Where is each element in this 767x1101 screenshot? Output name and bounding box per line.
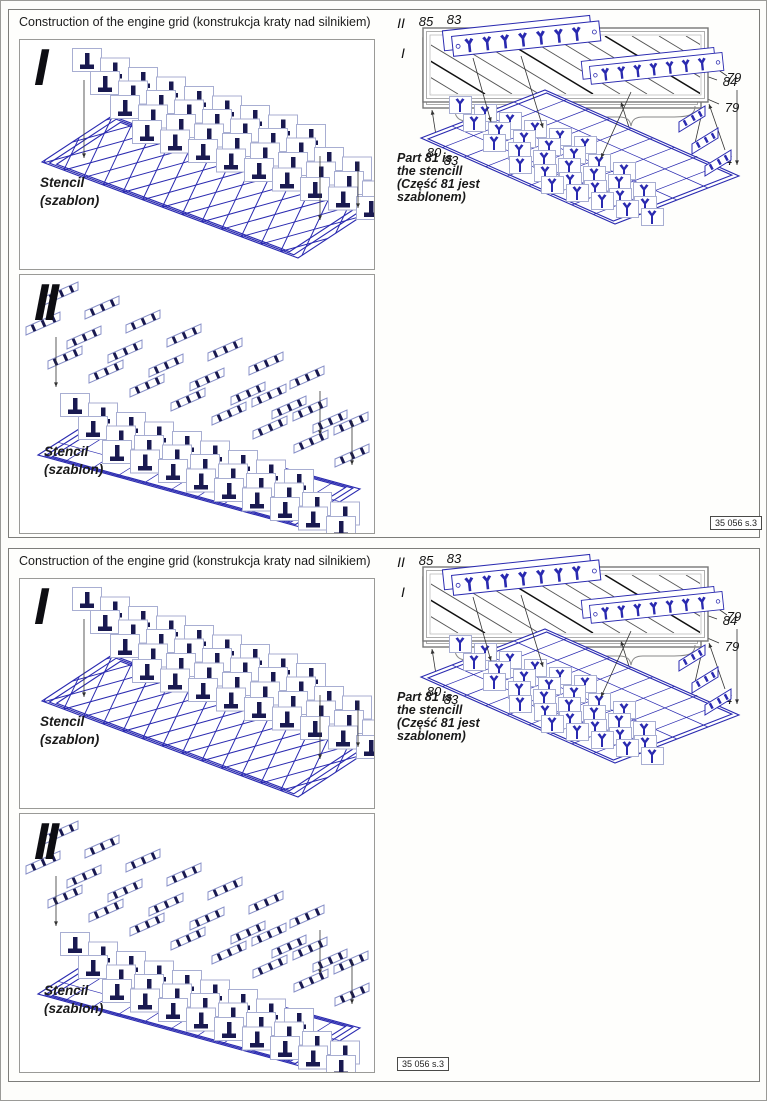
note-line: (Część 81 jest [397, 716, 481, 730]
right-column: I 85 83 84 79 80 86 80 II 83 85 80 86 80… [393, 10, 759, 537]
step-label: II [34, 274, 59, 332]
part-label-79: 79 [725, 100, 739, 115]
part-label-83: 83 [444, 692, 459, 707]
stencil-grid-drawing [40, 48, 374, 259]
figure-box-step2: II Stencil (szablon) [19, 274, 375, 534]
sheet-number-box: 35 056 s.3 [710, 516, 763, 530]
note-line: (Część 81 jest [397, 177, 481, 191]
sheet-number-box: 35 056 s.3 [397, 1057, 450, 1071]
figure-box-step1: I Stencil (szablon) [19, 578, 375, 809]
assembly-drawing: Part 81 is the stencill (Część 81 jest s… [397, 549, 741, 765]
part-label-85: 85 [419, 14, 434, 29]
part-label-80: 80 [427, 145, 442, 160]
stencil-caption: Stencil (szablon) [40, 175, 100, 209]
part-label-85: 85 [419, 553, 434, 568]
diagram-step-label: II [397, 15, 405, 31]
note-line: Part 81 is [397, 151, 453, 165]
diagram-step-label: II [397, 554, 405, 570]
figure-box-step1: I Stencil (szablon) [19, 39, 375, 270]
instruction-panel-2: Construction of the engine grid (konstru… [8, 548, 760, 1082]
step-label: I [34, 578, 49, 636]
stencil-grid-drawing [40, 587, 374, 798]
note-line: Part 81 is [397, 690, 453, 704]
right-column: I 85 83 84 79 80 86 80 II 83 85 80 86 80… [393, 549, 759, 1081]
stencil-strips-drawing [25, 281, 370, 533]
stencil-strips-drawing [25, 820, 370, 1072]
part-label-83: 83 [447, 551, 462, 566]
diagram-step-label: I [401, 45, 405, 61]
part-label-79: 79 [725, 639, 739, 654]
figure-box-step2: II Stencil (szablon) [19, 813, 375, 1073]
note-line: the stencill [397, 164, 463, 178]
stencil-caption: Stencil (szablon) [40, 714, 100, 748]
part-label-83: 83 [444, 153, 459, 168]
part-label-84: 84 [723, 74, 737, 89]
part-label-79: 79 [727, 609, 741, 624]
panel-title: Construction of the engine grid (konstru… [19, 15, 371, 29]
stencil-caption: Stencil (szablon) [44, 444, 104, 478]
note-line: the stencill [397, 703, 463, 717]
part-label-79: 79 [727, 70, 741, 85]
panel-title: Construction of the engine grid (konstru… [19, 554, 371, 568]
step-label: II [34, 813, 59, 871]
note-line: szablonem) [397, 729, 466, 743]
assembly-drawing: Part 81 is the stencill (Część 81 jest s… [397, 10, 741, 226]
diagram-step-label: I [401, 584, 405, 600]
part-label-83: 83 [447, 12, 462, 27]
part-label-80: 80 [427, 684, 442, 699]
note-line: szablonem) [397, 190, 466, 204]
part-label-84: 84 [723, 613, 737, 628]
step-label: I [34, 39, 49, 97]
instruction-panel-1: Construction of the engine grid (konstru… [8, 9, 763, 538]
stencil-caption: Stencil (szablon) [44, 983, 104, 1017]
